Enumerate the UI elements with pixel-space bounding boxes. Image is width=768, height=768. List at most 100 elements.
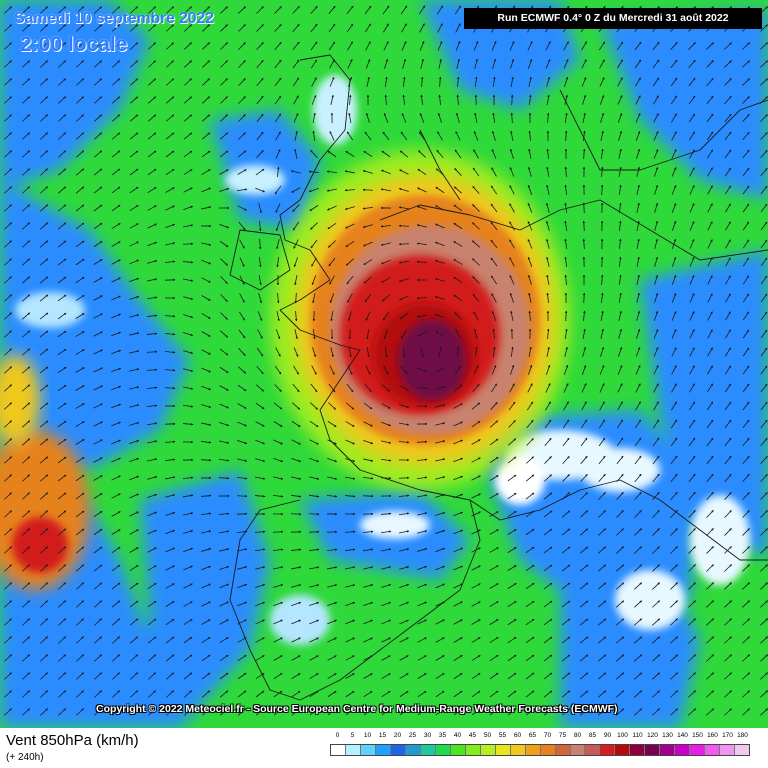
wind-arrow (294, 329, 298, 340)
wind-arrow (455, 131, 461, 141)
wind-arrow (670, 59, 678, 69)
wind-arrow (292, 41, 300, 51)
wind-arrow (618, 274, 622, 286)
wind-arrow (472, 167, 480, 177)
wind-arrow (274, 59, 282, 69)
wind-arrow (760, 275, 768, 285)
wind-arrow (201, 259, 212, 265)
wind-arrow (600, 328, 604, 339)
wind-arrow (4, 42, 12, 50)
wind-arrow (654, 184, 659, 195)
wind-arrow (219, 169, 229, 175)
wind-arrow (258, 275, 262, 286)
wind-arrow (546, 202, 550, 213)
wind-arrow (618, 166, 622, 177)
wind-arrow (166, 6, 174, 14)
wind-arrow (165, 114, 175, 122)
legend-label: 180 (737, 732, 748, 739)
wind-arrow (39, 240, 49, 248)
legend-swatch (645, 745, 661, 755)
wind-arrow (362, 170, 373, 174)
wind-arrow (454, 168, 462, 176)
wind-arrow (454, 312, 462, 320)
wind-arrow (201, 295, 211, 301)
wind-arrow (456, 58, 460, 69)
wind-arrow (742, 167, 750, 177)
wind-arrow (492, 328, 495, 340)
wind-arrow (111, 150, 121, 158)
wind-arrow (618, 292, 622, 303)
wind-arrow (94, 6, 102, 14)
wind-arrow (277, 292, 280, 304)
wind-arrow (725, 203, 731, 213)
wind-arrow (57, 240, 67, 248)
wind-arrow (689, 167, 695, 177)
wind-arrow (471, 240, 480, 248)
wind-arrow (384, 58, 389, 69)
wind-arrow (310, 5, 318, 14)
wind-arrow (472, 204, 480, 212)
wind-arrow (509, 239, 515, 249)
wind-arrow (725, 311, 731, 321)
wind-arrow (619, 238, 622, 250)
wind-arrow (635, 77, 641, 87)
wind-arrow (4, 132, 12, 140)
wind-arrow (582, 130, 586, 142)
wind-arrow (509, 221, 515, 231)
wind-arrow (760, 185, 768, 195)
wind-arrow (130, 96, 139, 104)
wind-arrow (742, 96, 750, 104)
wind-arrow (257, 311, 263, 322)
wind-arrow (184, 60, 192, 68)
forecast-date: Samedi 10 septembre 2022 (14, 10, 214, 27)
wind-arrow (760, 329, 768, 339)
wind-arrow (166, 60, 174, 68)
wind-arrow (454, 5, 462, 15)
wind-arrow (635, 130, 641, 141)
wind-arrow (707, 293, 713, 303)
wind-arrow (75, 331, 85, 337)
wind-arrow (564, 274, 567, 286)
wind-arrow (724, 113, 732, 123)
legend-swatch (450, 745, 466, 755)
wind-arrow (418, 5, 426, 15)
legend-label: 65 (528, 732, 537, 739)
legend-swatch (420, 745, 436, 755)
wind-arrow (328, 41, 336, 51)
wind-arrow (473, 130, 479, 141)
wind-arrow (760, 149, 768, 158)
wind-arrow (274, 24, 282, 32)
wind-arrow (398, 206, 409, 210)
wind-arrow (636, 292, 640, 303)
wind-arrow (654, 220, 658, 231)
wind-arrow (4, 24, 12, 32)
wind-arrow (436, 149, 444, 159)
legend-swatch (555, 745, 571, 755)
wind-arrow (760, 239, 768, 249)
wind-arrow (238, 221, 246, 231)
wind-arrow (202, 42, 210, 50)
wind-arrow (688, 42, 696, 50)
wind-arrow (509, 148, 514, 159)
wind-arrow (130, 60, 138, 68)
wind-arrow (383, 329, 388, 340)
wind-arrow (129, 186, 139, 194)
wind-arrow (349, 94, 352, 106)
wind-arrow (4, 114, 12, 122)
wind-arrow (75, 186, 85, 194)
wind-arrow (527, 221, 533, 231)
legend-swatch (480, 745, 496, 755)
wind-arrow (742, 42, 750, 50)
wind-arrow (58, 168, 67, 176)
wind-arrow (364, 5, 372, 15)
legend-swatch (510, 745, 526, 755)
wind-arrow (402, 94, 405, 106)
wind-arrow (636, 166, 640, 177)
legend-label: 10 (363, 732, 372, 739)
wind-arrow (4, 78, 12, 86)
wind-arrow (93, 259, 103, 265)
wind-field-map (0, 0, 768, 728)
wind-arrow (326, 170, 338, 174)
wind-arrow (365, 58, 371, 69)
wind-arrow (328, 257, 336, 267)
